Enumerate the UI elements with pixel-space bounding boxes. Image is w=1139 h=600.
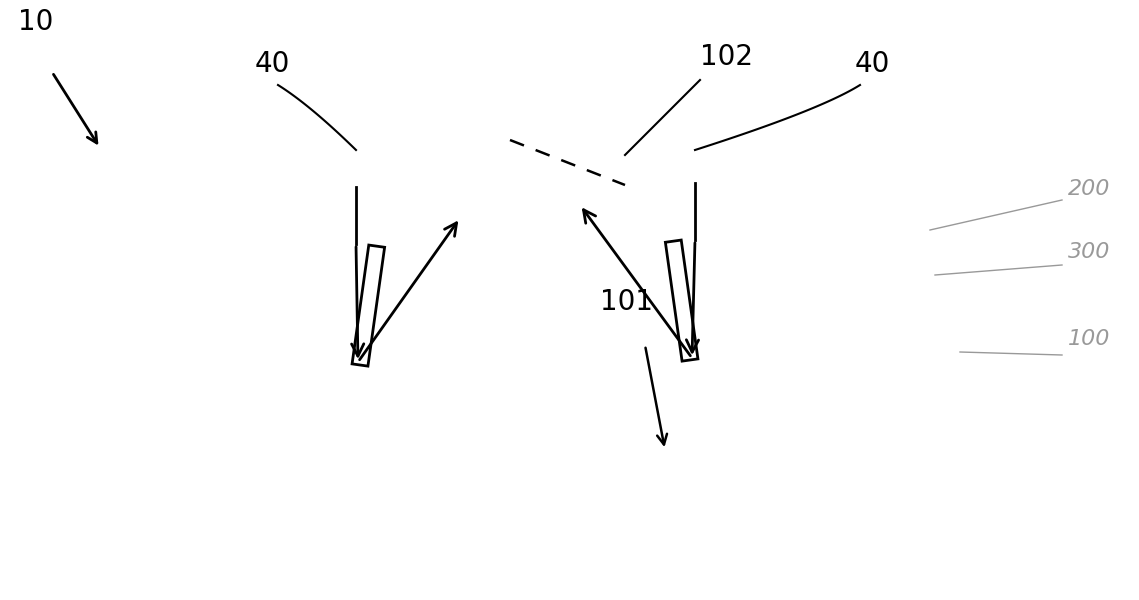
Text: 200: 200 [1068,179,1111,199]
Polygon shape [665,240,698,361]
Text: 102: 102 [700,43,753,71]
Text: 300: 300 [1068,242,1111,262]
Text: 40: 40 [255,50,290,78]
Text: 10: 10 [18,8,54,36]
Text: 100: 100 [1068,329,1111,349]
Text: 40: 40 [855,50,891,78]
Text: 101: 101 [600,288,653,316]
Polygon shape [352,245,385,366]
